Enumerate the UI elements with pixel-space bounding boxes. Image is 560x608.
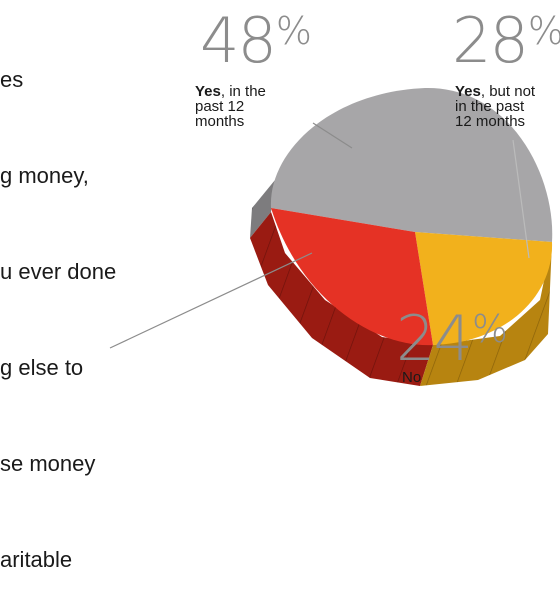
- caption-bold: Yes: [455, 83, 481, 100]
- caption-yes-not: Yes, but not in the past 12 months: [455, 84, 535, 129]
- leader-line-yes-past: [312, 122, 353, 149]
- pct-sign: %: [527, 9, 560, 53]
- pct-yes-past: 48%: [200, 9, 312, 72]
- caption-text: in the past: [455, 98, 525, 115]
- pct-value: 28: [452, 4, 529, 77]
- pct-value: 48: [200, 4, 277, 77]
- pct-sign: %: [471, 307, 508, 351]
- leader-line-yes-not: [512, 139, 530, 259]
- pie-slice-gray: [270, 87, 553, 242]
- question-line: aritable: [0, 547, 73, 572]
- pct-value: 24: [396, 302, 473, 375]
- caption-bold: Yes: [195, 83, 221, 100]
- caption-text: , but not: [480, 83, 536, 100]
- caption-no: No: [402, 370, 421, 385]
- pie-side-orange: [420, 242, 552, 386]
- question-line: se money: [0, 451, 96, 476]
- question-line: u ever done: [0, 259, 117, 284]
- pie-chart: [109, 87, 553, 386]
- question-line: es: [0, 67, 24, 92]
- question-line: g else to: [0, 355, 84, 380]
- pie-side-gray: [250, 180, 275, 238]
- pct-no: 24%: [396, 307, 508, 370]
- question-line: g money,: [0, 163, 89, 188]
- caption-text: , in the: [220, 83, 266, 100]
- caption-yes-past: Yes, in the past 12 months: [195, 84, 266, 129]
- pct-sign: %: [275, 9, 312, 53]
- caption-text: No: [402, 369, 422, 386]
- pie-slice-orange: [415, 232, 553, 345]
- leader-line-no: [109, 252, 313, 349]
- caption-text: past 12: [195, 98, 245, 115]
- caption-text: months: [195, 113, 245, 130]
- pie-slice-red: [271, 208, 433, 346]
- caption-text: 12 months: [455, 113, 526, 130]
- pct-yes-not: 28%: [452, 10, 560, 72]
- pie-side-red: [250, 212, 433, 386]
